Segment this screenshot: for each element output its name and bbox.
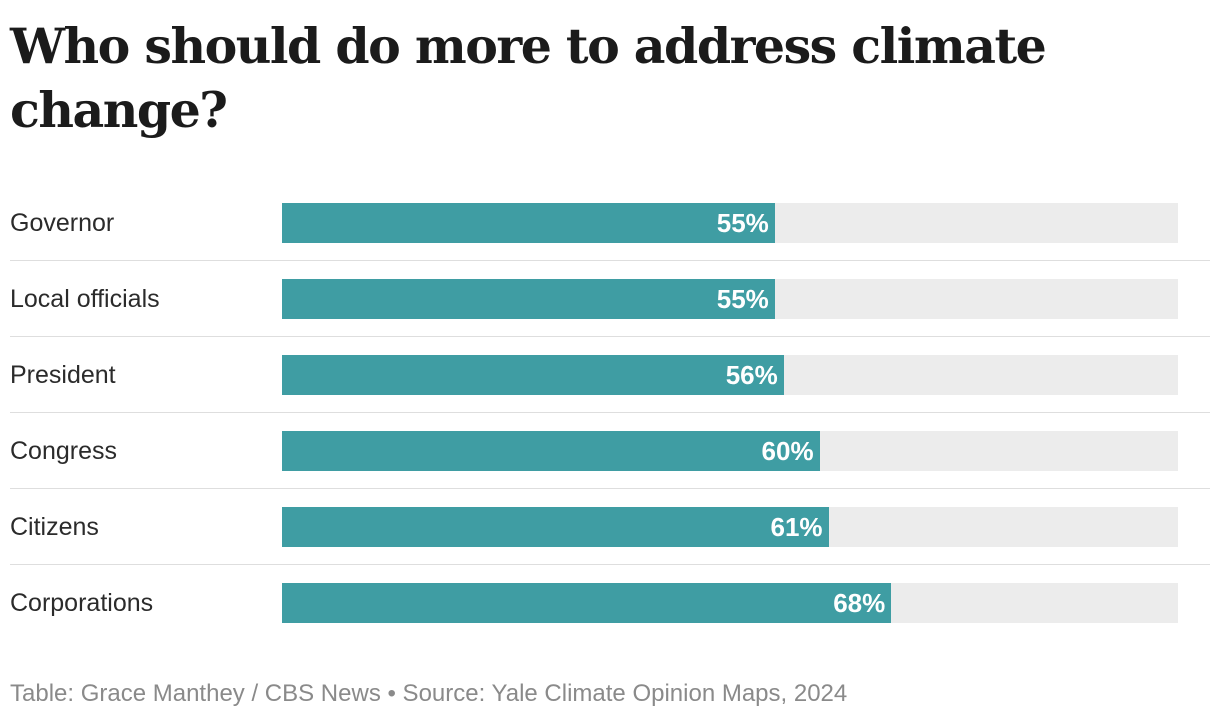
bar: 56% [282,355,784,395]
data-label: 60% [761,436,814,466]
bar-track: 68% [282,583,1178,623]
chart-row: Local officials 55% [10,261,1210,337]
bar-track: 60% [282,431,1178,471]
category-label: Governor [10,209,115,237]
chart-row: President 56% [10,337,1210,413]
chart-row: Governor 55% [10,185,1210,261]
category-label: Corporations [10,589,154,617]
bar-track: 61% [282,507,1178,547]
bar: 61% [282,507,829,547]
data-label: 61% [770,512,823,542]
data-label: 68% [833,588,886,618]
chart-row: Congress 60% [10,413,1210,489]
data-label: 55% [716,208,769,238]
bar: 55% [282,203,775,243]
bar-track: 55% [282,203,1178,243]
chart-row: Citizens 61% [10,489,1210,565]
category-label: Congress [10,437,117,465]
category-label: Local officials [10,285,160,313]
category-label: Citizens [10,513,99,541]
bar: 55% [282,279,775,319]
bar-track: 56% [282,355,1178,395]
data-label: 55% [716,284,769,314]
source-note: Table: Grace Manthey / CBS News • Source… [10,680,848,707]
bar: 68% [282,583,892,623]
chart-title: Who should do more to address climate ch… [10,17,1047,139]
bar-track: 55% [282,279,1178,319]
chart-row: Corporations 68% [10,565,1210,641]
data-label: 56% [725,360,778,390]
bar-chart: Governor 55% Local officials 55% President 56… [10,185,1210,641]
bar: 60% [282,431,820,471]
category-label: President [10,361,116,389]
